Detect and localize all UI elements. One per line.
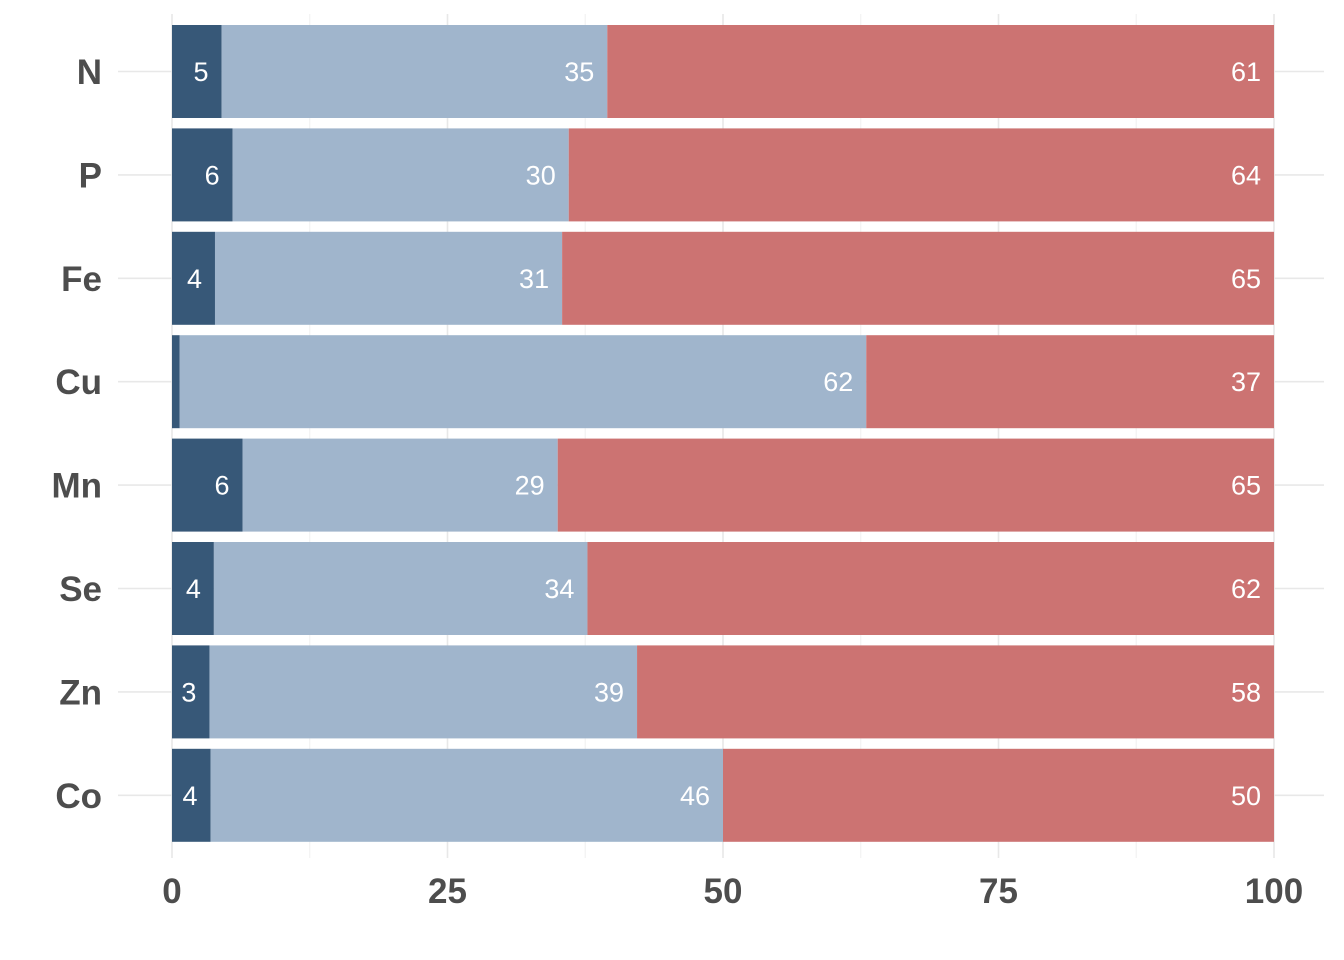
bar-segment <box>210 748 723 842</box>
y-tick-label: Se <box>59 570 102 609</box>
bar-segment <box>172 542 214 635</box>
data-label: 39 <box>594 677 624 707</box>
data-label: 29 <box>515 471 545 501</box>
bar-segment <box>723 748 1274 842</box>
data-label: 62 <box>1231 574 1261 604</box>
data-label: 50 <box>1231 781 1261 811</box>
bar-segment <box>172 128 233 222</box>
y-tick-label: Zn <box>59 673 102 712</box>
x-tick-label: 25 <box>428 872 467 911</box>
bar-segment <box>214 231 563 325</box>
bar-segment <box>562 231 1274 325</box>
y-tick-label: P <box>79 156 102 195</box>
bar-segment <box>587 542 1274 635</box>
data-label: 4 <box>187 264 202 294</box>
data-label: 31 <box>519 264 549 294</box>
y-tick-label: Fe <box>61 260 102 299</box>
bar-segment <box>172 438 243 532</box>
x-tick-label: 75 <box>979 872 1018 911</box>
bar-segment <box>232 128 569 222</box>
y-tick-label: Mn <box>51 467 102 506</box>
data-label: 61 <box>1231 57 1261 87</box>
data-label: 3 <box>181 677 196 707</box>
bars <box>172 25 1274 842</box>
axis-labels: N P Fe Cu Mn Se Zn Co 0 25 50 75 100 <box>51 53 1303 911</box>
data-label: 65 <box>1231 471 1261 501</box>
data-label: 62 <box>823 367 853 397</box>
x-tick-label: 50 <box>704 872 743 911</box>
y-tick-label: N <box>77 53 102 92</box>
data-label: 4 <box>183 781 198 811</box>
data-labels: 5 35 61 6 30 64 4 31 65 62 37 6 29 65 4 34 62 3 39 58 4 46 50 <box>181 57 1261 811</box>
data-label: 35 <box>564 57 594 87</box>
data-label: 46 <box>680 781 710 811</box>
bar-segment <box>172 748 211 842</box>
bar-segment <box>172 645 210 739</box>
data-label: 6 <box>214 471 229 501</box>
bar-segment <box>172 335 180 429</box>
bar-segment <box>607 25 1274 118</box>
data-label: 5 <box>194 57 209 87</box>
x-tick-label: 0 <box>162 872 181 911</box>
data-label: 37 <box>1231 367 1261 397</box>
bar-segment <box>213 542 588 635</box>
bar-segment <box>172 25 222 118</box>
bar-segment <box>242 438 558 532</box>
bar-segment <box>172 231 215 325</box>
bar-segment <box>637 645 1274 739</box>
data-label: 30 <box>526 160 556 190</box>
bar-segment <box>221 25 608 118</box>
bar-segment <box>179 335 867 429</box>
data-label: 4 <box>186 574 201 604</box>
data-label: 58 <box>1231 677 1261 707</box>
bar-segment <box>866 335 1274 429</box>
data-label: 6 <box>205 160 220 190</box>
data-label: 65 <box>1231 264 1261 294</box>
bar-segment <box>209 645 638 739</box>
bar-segment <box>568 128 1274 222</box>
data-label: 64 <box>1231 160 1261 190</box>
bar-segment <box>557 438 1274 532</box>
y-tick-label: Co <box>55 777 102 816</box>
y-tick-label: Cu <box>55 363 102 402</box>
x-tick-label: 100 <box>1245 872 1303 911</box>
data-label: 34 <box>544 574 574 604</box>
